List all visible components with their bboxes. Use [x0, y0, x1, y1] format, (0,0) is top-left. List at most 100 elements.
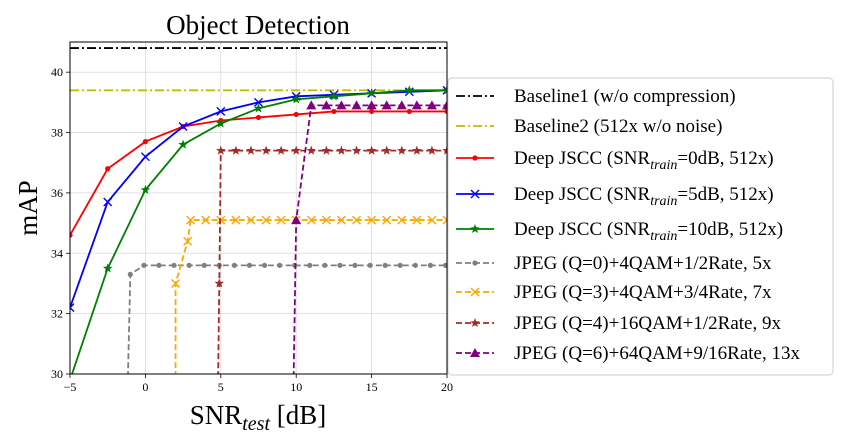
legend-entry: JPEG (Q=0)+4QAM+1/2Rate, 5x [456, 253, 772, 274]
legend-label: JPEG (Q=0)+4QAM+1/2Rate, 5x [514, 253, 772, 274]
data-point [351, 100, 362, 110]
data-point [231, 262, 237, 268]
data-point [178, 122, 188, 132]
data-point [255, 114, 262, 121]
series-line [174, 219, 447, 374]
legend-label-text: Deep JSCC (SNR [514, 148, 651, 169]
data-point [426, 100, 437, 110]
legend-entry: JPEG (Q=6)+64QAM+9/16Rate, 13x [456, 343, 800, 364]
y-axis-label: mAP [13, 180, 43, 236]
data-point [186, 262, 192, 268]
legend-label-subscript: train [650, 194, 677, 209]
legend-entry: Deep JSCC (SNRtrain=5dB, 512x) [456, 184, 774, 209]
legend-label: JPEG (Q=3)+4QAM+3/4Rate, 7x [514, 282, 772, 303]
data-point [442, 145, 447, 155]
legend-label: JPEG (Q=6)+64QAM+9/16Rate, 13x [514, 343, 800, 364]
data-point [246, 145, 256, 155]
data-point [366, 100, 377, 110]
data-point [141, 262, 147, 268]
data-point [254, 97, 263, 107]
x-tick-label: 0 [142, 380, 148, 394]
data-point [427, 262, 434, 268]
data-point [253, 103, 264, 113]
data-point [291, 215, 302, 225]
data-point [216, 106, 226, 116]
data-point [337, 262, 343, 268]
series-7 [214, 145, 447, 374]
data-point [442, 215, 447, 225]
x-tick-label: 5 [218, 380, 224, 394]
data-point [261, 145, 271, 155]
legend-entry: Deep JSCC (SNRtrain=10dB, 512x) [456, 219, 783, 244]
data-point [427, 145, 437, 155]
legend-label-text: JPEG (Q=0)+4QAM+1/2Rate, 5x [514, 253, 772, 274]
legend-label-subscript: train [650, 229, 677, 244]
legend-label: Baseline1 (w/o compression) [514, 86, 736, 107]
data-point [352, 262, 358, 268]
series-3 [70, 85, 447, 313]
legend-swatch-marker [472, 260, 478, 266]
data-point [178, 139, 188, 149]
data-point [397, 145, 407, 155]
x-axis-label-main: SNR [190, 400, 243, 430]
data-point [306, 215, 316, 225]
data-point [171, 262, 177, 268]
data-point [291, 94, 301, 104]
legend-label-suffix: =5dB, 512x) [677, 184, 773, 205]
x-axis-label: SNRtest [dB] [190, 400, 327, 435]
legend-label-text: JPEG (Q=4)+16QAM+1/2Rate, 9x [514, 313, 781, 334]
legend-swatch-marker [470, 318, 480, 328]
y-tick-label: 32 [51, 307, 63, 321]
legend-label-suffix: =0dB, 512x) [677, 148, 773, 169]
data-point [125, 402, 130, 407]
data-point [70, 232, 73, 238]
legend-label-text: Deep JSCC (SNR [514, 219, 651, 240]
data-point [427, 215, 437, 225]
series-6 [171, 215, 447, 374]
legend-entry: Baseline2 (512x w/o noise) [456, 116, 722, 137]
data-point [156, 262, 162, 268]
data-point [127, 271, 133, 277]
data-point [444, 108, 447, 115]
data-point [367, 262, 373, 268]
plot-frame [69, 41, 448, 375]
series-line [70, 89, 447, 308]
data-point [367, 215, 377, 225]
data-point [105, 166, 111, 172]
data-point [216, 118, 226, 128]
data-point [216, 145, 226, 155]
data-point [336, 100, 347, 110]
data-point [321, 145, 332, 155]
series-2 [70, 108, 447, 238]
legend-label: JPEG (Q=4)+16QAM+1/2Rate, 9x [514, 313, 781, 334]
data-point [366, 145, 377, 155]
axis-ticks: −5 0 5 10 15 20 30 32 34 36 38 40 [51, 65, 453, 394]
legend-frame [447, 77, 834, 376]
data-point [442, 262, 447, 268]
legend-label: Deep JSCC (SNRtrain=0dB, 512x) [514, 148, 774, 173]
data-point [261, 215, 271, 225]
legend-label-subscript: train [650, 158, 677, 173]
series-line [71, 89, 447, 374]
data-point [102, 263, 113, 273]
data-point [366, 88, 377, 98]
data-point [306, 145, 317, 155]
data-point [381, 100, 392, 110]
data-point [442, 100, 447, 110]
data-point [140, 184, 151, 194]
data-point [322, 262, 328, 268]
y-tick-label: 40 [51, 65, 63, 79]
legend-label: Deep JSCC (SNRtrain=10dB, 512x) [514, 219, 783, 244]
chart-title: Object Detection [166, 10, 350, 40]
data-point [306, 100, 317, 110]
legend-swatch-marker [470, 287, 480, 297]
x-axis-label-sub: test [242, 413, 270, 435]
data-point [246, 215, 256, 225]
data-point [352, 215, 362, 225]
data-point [382, 215, 392, 225]
data-point [351, 145, 362, 155]
data-point [231, 215, 241, 225]
y-tick-label: 36 [51, 186, 63, 200]
legend-swatch-marker [470, 189, 480, 199]
